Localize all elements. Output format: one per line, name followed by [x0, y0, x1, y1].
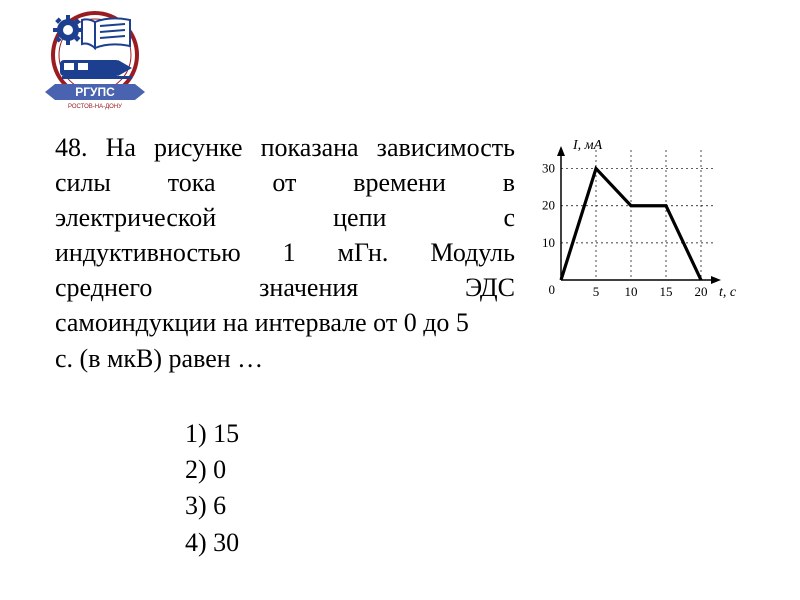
svg-text:20: 20 [695, 284, 708, 299]
answer-4: 4) 30 [185, 525, 745, 561]
q-num: 48. [55, 130, 88, 165]
answer-1: 1) 15 [185, 416, 745, 452]
svg-text:30: 30 [542, 161, 555, 176]
svg-text:t, с: t, с [719, 285, 737, 300]
svg-text:10: 10 [542, 235, 555, 250]
svg-text:15: 15 [660, 284, 673, 299]
current-time-chart: 5 10 15 20 10 20 30 0 I, мА t, с [525, 136, 745, 306]
svg-text:0: 0 [549, 282, 556, 297]
svg-text:I, мА: I, мА [572, 138, 603, 153]
answer-2: 2) 0 [185, 452, 745, 488]
svg-text:10: 10 [625, 284, 638, 299]
svg-text:РОСТОВ-НА-ДОНУ: РОСТОВ-НА-ДОНУ [68, 104, 122, 110]
question-block: 48. На рисунке показана зависимость силы… [55, 130, 745, 561]
question-text: 48. На рисунке показана зависимость силы… [55, 130, 515, 376]
answer-3: 3) 6 [185, 488, 745, 524]
university-logo: РГУПС РОСТОВ-НА-ДОНУ [40, 10, 170, 110]
answer-options: 1) 15 2) 0 3) 6 4) 30 [185, 416, 745, 562]
svg-text:20: 20 [542, 198, 555, 213]
logo-banner-text: РГУПС [75, 85, 115, 99]
svg-text:5: 5 [593, 284, 600, 299]
